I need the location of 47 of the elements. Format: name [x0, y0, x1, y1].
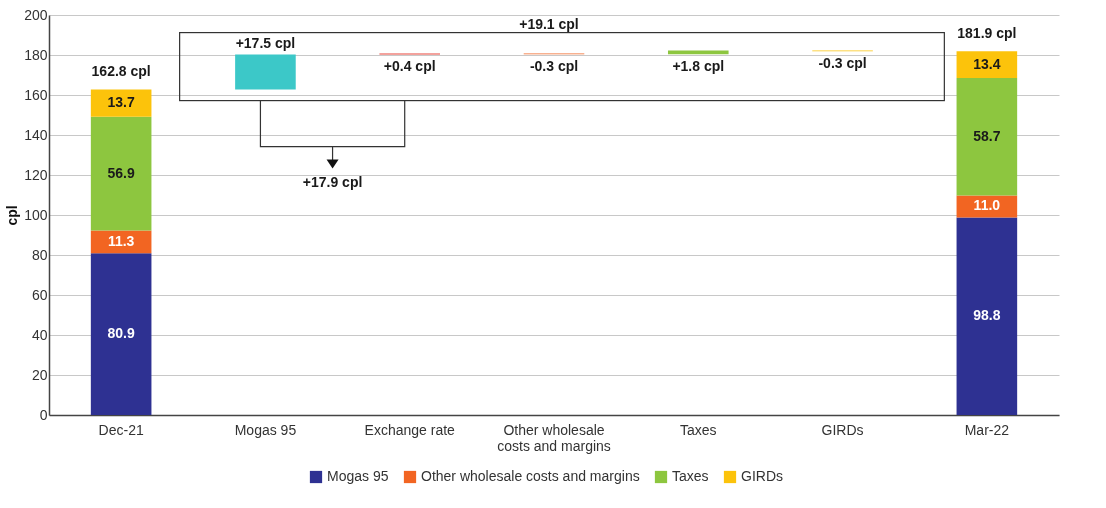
data-label: 80.9 — [107, 325, 135, 342]
bar — [956, 51, 1018, 78]
data-label: 11.0 — [973, 197, 1001, 214]
y-tick-label: 0 — [39, 406, 48, 423]
data-label: 58.7 — [973, 127, 1001, 144]
data-label: +17.5 cpl — [235, 35, 296, 52]
data-label: -0.3 cpl — [818, 55, 867, 72]
legend-label: GIRDs — [741, 468, 783, 484]
legend-label: Mogas 95 — [327, 468, 389, 484]
data-label: 13.7 — [107, 94, 135, 111]
data-label: 98.8 — [973, 307, 1001, 324]
data-label: -0.3 cpl — [529, 58, 579, 75]
y-tick-label: 180 — [24, 46, 48, 63]
y-tick-label: 140 — [24, 126, 48, 143]
data-label: +1.8 cpl — [672, 58, 725, 75]
y-tick-label: 60 — [31, 286, 48, 303]
total-label: 162.8 cpl — [91, 63, 151, 80]
data-label: +0.4 cpl — [383, 58, 436, 75]
bar — [90, 89, 152, 117]
legend-label: Taxes — [672, 468, 709, 484]
data-label: 56.9 — [107, 164, 135, 181]
legend-label: Other wholesale costs and margins — [421, 468, 640, 484]
x-tick-label: GIRDs — [821, 421, 864, 438]
bar — [956, 78, 1018, 196]
y-tick-label: 80 — [31, 246, 48, 263]
bar — [90, 116, 152, 231]
x-tick-label: Other wholesale costs and margins — [497, 421, 611, 454]
data-label: 13.4 — [973, 55, 1001, 72]
bar — [956, 217, 1018, 415]
y-tick-label: 100 — [24, 206, 48, 223]
bar — [90, 253, 152, 415]
data-label: 11.3 — [107, 232, 135, 249]
x-tick-label: Taxes — [680, 421, 717, 438]
y-tick-label: 40 — [31, 326, 48, 343]
x-tick-label: Mar-22 — [964, 421, 1010, 438]
y-tick-label: 160 — [24, 86, 48, 103]
total-label: 181.9 cpl — [957, 25, 1017, 42]
y-axis-title: cpl — [4, 205, 21, 226]
y-tick-label: 20 — [31, 366, 48, 383]
annotation: +19.1 cpl — [519, 15, 579, 32]
annotation: +17.9 cpl — [302, 174, 363, 191]
y-tick-label: 200 — [24, 6, 48, 23]
bar — [235, 54, 296, 90]
x-tick-label: Exchange rate — [364, 421, 456, 438]
y-tick-label: 120 — [24, 166, 48, 183]
x-tick-label: Dec-21 — [98, 421, 144, 438]
x-tick-label: Mogas 95 — [234, 421, 297, 438]
